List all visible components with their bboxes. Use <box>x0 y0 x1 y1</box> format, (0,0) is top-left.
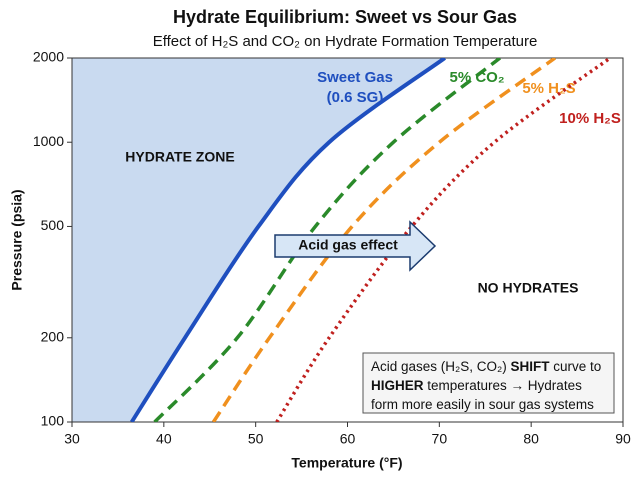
note-text: temperatures → Hydrates <box>424 378 583 393</box>
note-line: Acid gases (H₂S, CO₂) SHIFT curve to <box>371 359 601 374</box>
x-tick-label: 70 <box>432 431 448 447</box>
y-tick-label: 100 <box>41 413 65 429</box>
arrow <box>274 220 437 272</box>
plot-frame <box>71 57 624 423</box>
note-text: SHIFT <box>511 359 551 374</box>
x-tick-label: 40 <box>156 431 172 447</box>
y-tick-label: 2000 <box>33 49 64 65</box>
curve <box>130 58 447 422</box>
hydrate-zone <box>72 58 445 422</box>
curve <box>211 58 557 422</box>
y-tick-label: 500 <box>41 217 65 233</box>
x-tick-label: 50 <box>248 431 264 447</box>
y-tick-label: 200 <box>41 328 65 344</box>
note-text: Acid gases (H₂S, CO₂) <box>371 359 511 374</box>
series-label: 5% CO₂ <box>449 69 504 86</box>
curve <box>275 58 612 422</box>
y-tick-label: 1000 <box>33 133 64 149</box>
x-axis-label: Temperature (°F) <box>291 455 402 471</box>
series-label: Sweet Gas <box>317 69 393 86</box>
x-tick-label: 60 <box>340 431 356 447</box>
zone-label: HYDRATE ZONE <box>125 149 234 165</box>
note-text: form more easily in sour gas systems <box>371 397 594 412</box>
note-box <box>362 352 615 414</box>
x-tick-label: 80 <box>523 431 539 447</box>
chart-subtitle: Effect of H₂S and CO₂ on Hydrate Formati… <box>153 33 538 50</box>
chart-title: Hydrate Equilibrium: Sweet vs Sour Gas <box>173 7 517 27</box>
note-line: HIGHER temperatures → Hydrates <box>371 378 582 393</box>
x-tick-label: 90 <box>615 431 631 447</box>
note-text: HIGHER <box>371 378 424 393</box>
arrow-label: Acid gas effect <box>298 237 398 253</box>
curve <box>153 58 502 422</box>
series-note: (0.6 SG) <box>327 89 384 106</box>
note-line: form more easily in sour gas systems <box>371 397 594 412</box>
series-label: 10% H₂S <box>559 110 621 127</box>
x-tick-label: 30 <box>64 431 80 447</box>
note-text: curve to <box>550 359 602 374</box>
zone-label: NO HYDRATES <box>478 280 579 296</box>
y-axis-label: Pressure (psia) <box>9 189 25 290</box>
series-label: 5% H₂S <box>522 80 575 97</box>
